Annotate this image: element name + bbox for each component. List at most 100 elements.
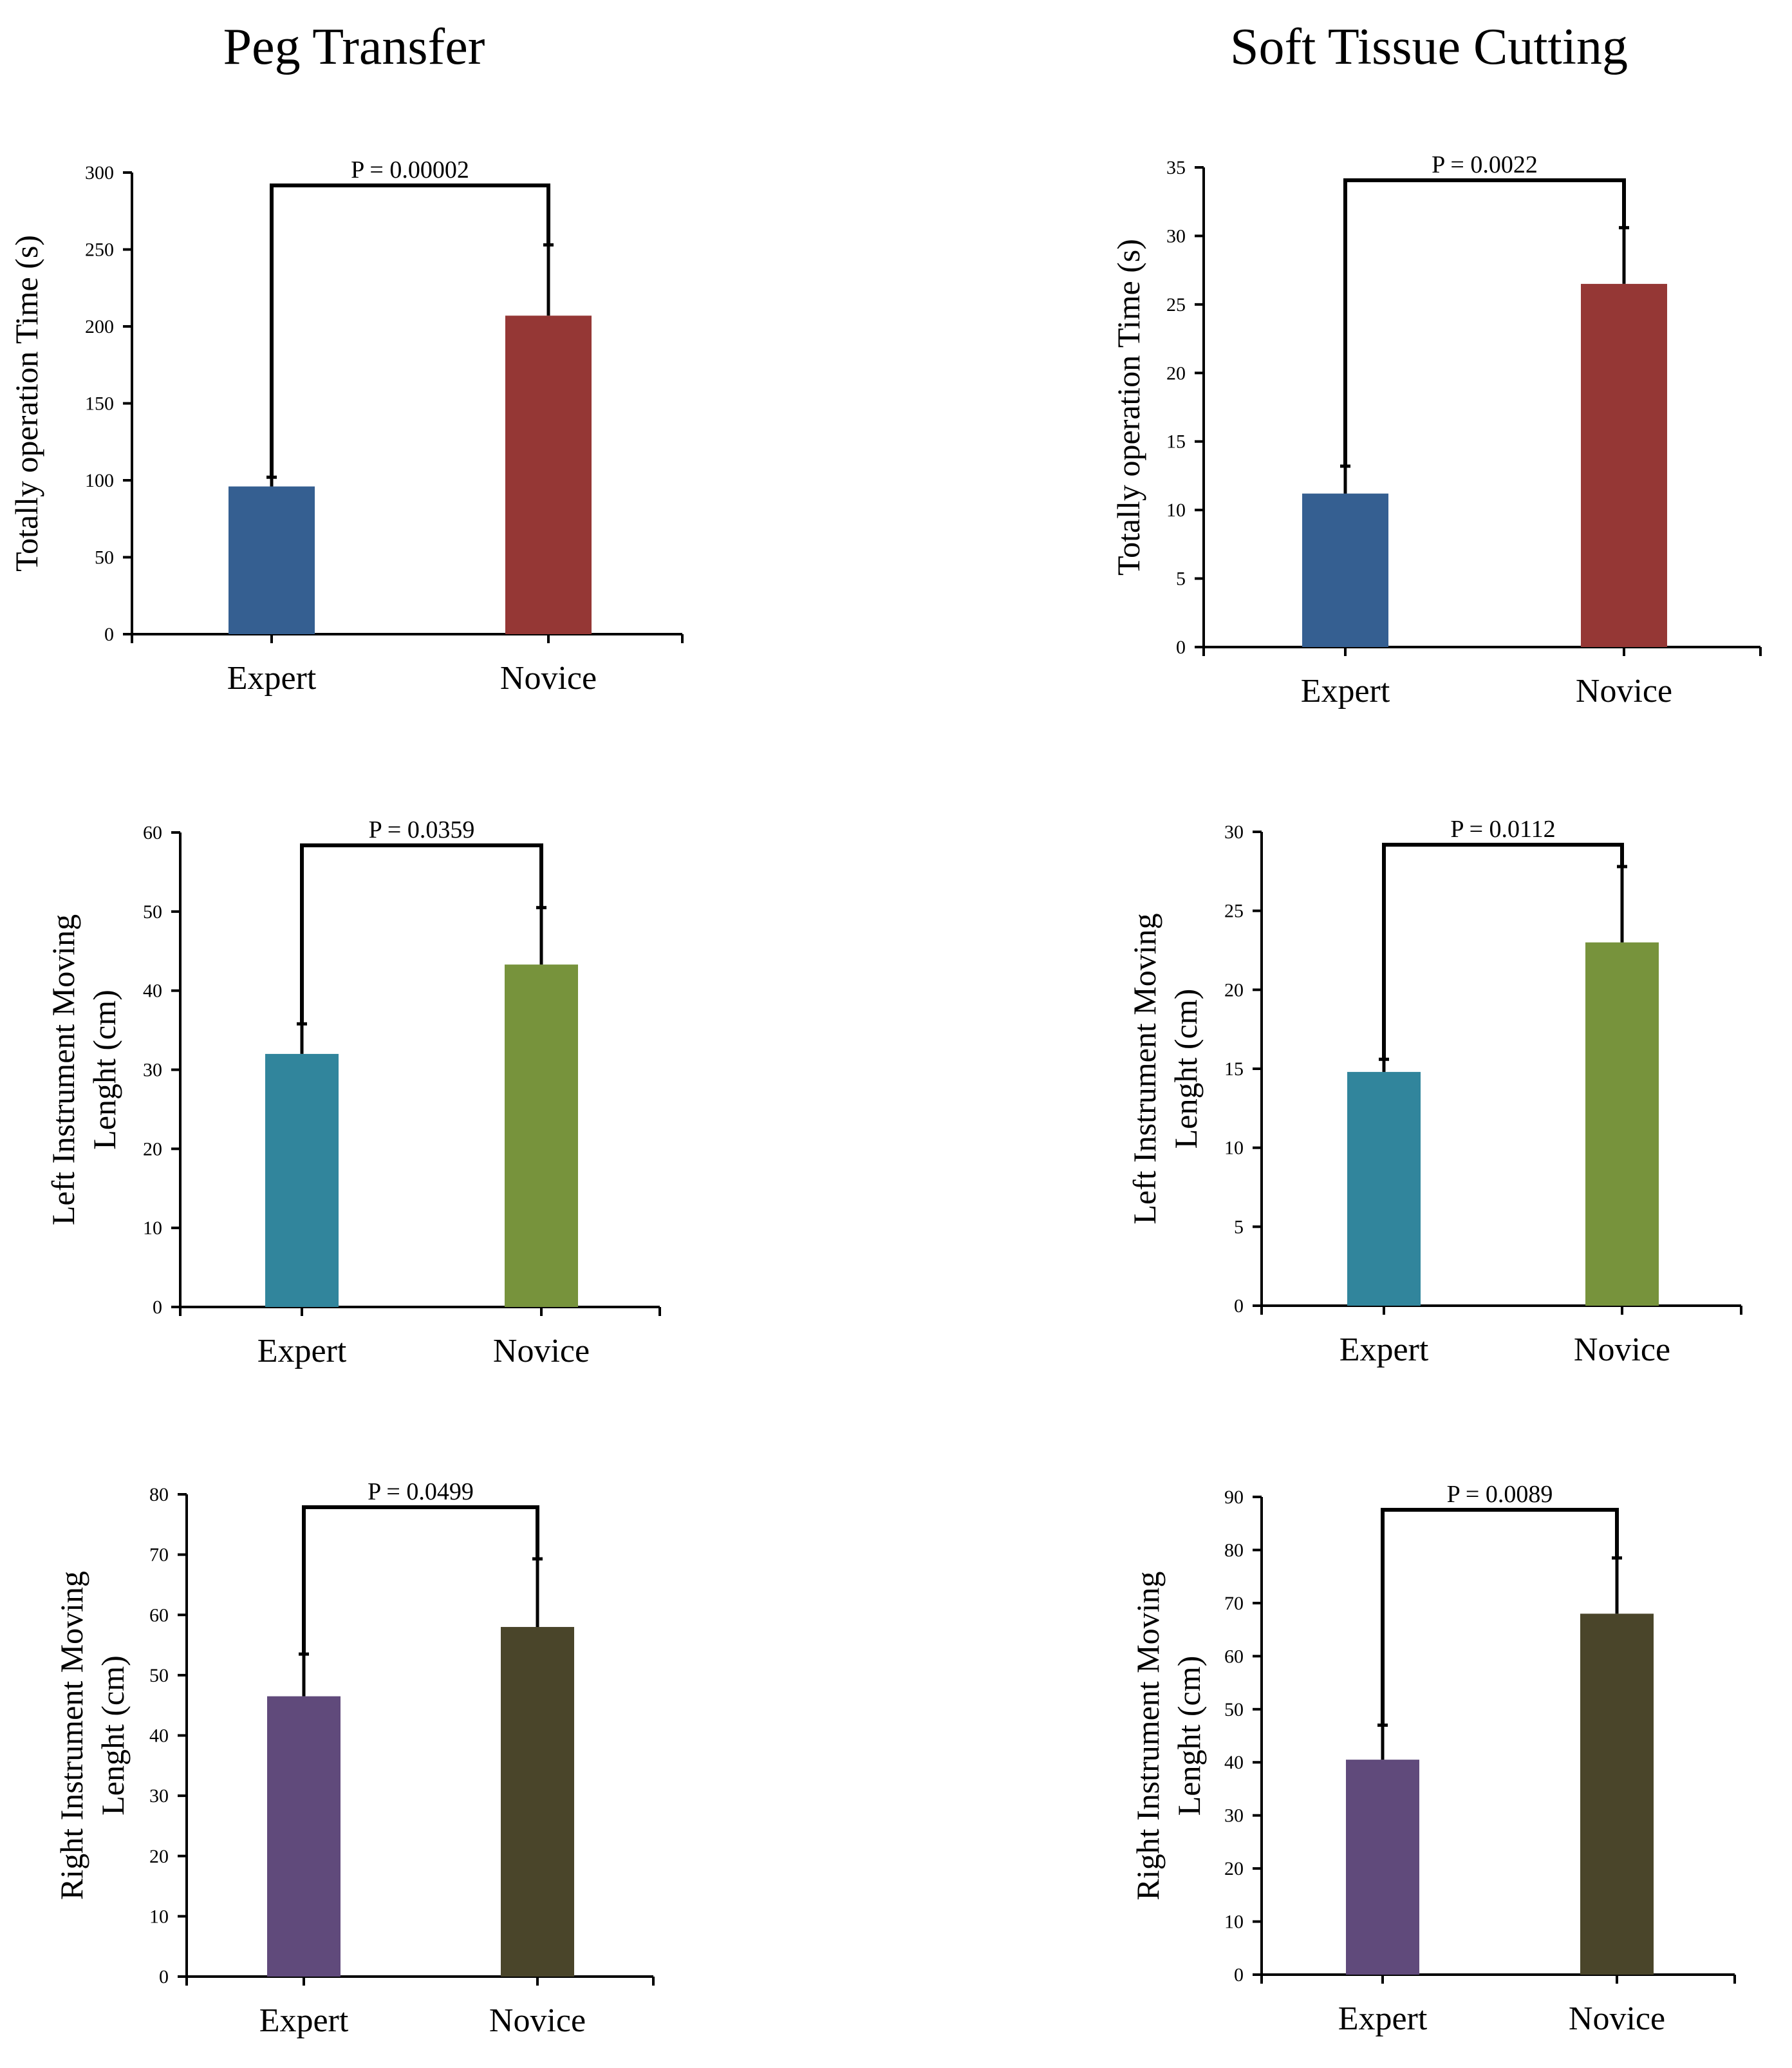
bar-novice — [505, 964, 578, 1307]
y-tick-label: 0 — [104, 624, 114, 645]
y-tick-label: 20 — [1224, 979, 1244, 1001]
y-axis-label: Left Instrument Moving — [1126, 913, 1162, 1224]
p-value-label: P = 0.0112 — [1450, 816, 1555, 843]
y-tick-label: 30 — [1224, 1805, 1244, 1827]
y-tick-label: 0 — [159, 1966, 169, 1988]
p-value-label: P = 0.00002 — [351, 156, 469, 183]
title-peg-transfer: Peg Transfer — [223, 19, 485, 75]
y-tick-label: 0 — [1234, 1295, 1244, 1317]
y-tick-label: 30 — [1224, 822, 1244, 843]
significance-bracket — [302, 1505, 539, 1655]
y-tick-label: 100 — [85, 470, 114, 491]
y-tick-label: 30 — [149, 1785, 169, 1807]
y-tick-label: 10 — [1224, 1138, 1244, 1159]
bar-expert — [229, 486, 315, 634]
y-tick-label: 50 — [1224, 1699, 1244, 1720]
y-tick-label: 60 — [1224, 1646, 1244, 1667]
bar-novice — [505, 315, 592, 634]
x-tick-label: Expert — [1339, 1331, 1429, 1368]
x-tick-label: Novice — [489, 2002, 586, 2039]
y-tick-label: 5 — [1234, 1216, 1244, 1237]
x-tick-label: Novice — [1569, 2000, 1665, 2037]
bar-novice — [1585, 942, 1659, 1306]
y-tick-label: 300 — [85, 162, 114, 183]
y-axis-label: Left Instrument Moving — [45, 914, 81, 1225]
y-tick-label: 0 — [1176, 637, 1186, 658]
p-value-label: P = 0.0022 — [1432, 151, 1538, 178]
bar-expert — [265, 1053, 339, 1307]
x-tick-label: Expert — [227, 660, 317, 697]
y-tick-label: 50 — [149, 1665, 169, 1686]
bar-expert — [1302, 493, 1388, 647]
y-tick-label: 10 — [149, 1906, 169, 1927]
y-tick-label: 0 — [153, 1297, 162, 1318]
y-tick-label: 60 — [149, 1604, 169, 1626]
x-tick-label: Expert — [1338, 2000, 1428, 2037]
y-tick-label: 200 — [85, 316, 114, 337]
y-tick-label: 20 — [149, 1846, 169, 1867]
y-tick-label: 25 — [1224, 901, 1244, 922]
y-tick-label: 70 — [1224, 1593, 1244, 1614]
significance-bracket — [300, 843, 543, 1024]
bar-novice — [1580, 1613, 1654, 1975]
y-tick-label: 250 — [85, 240, 114, 261]
y-tick-label: 150 — [85, 393, 114, 415]
y-tick-label: 15 — [1224, 1058, 1244, 1080]
y-tick-label: 10 — [1166, 500, 1186, 521]
title-soft-tissue-cutting: Soft Tissue Cutting — [1229, 19, 1628, 75]
significance-bracket — [1343, 178, 1626, 467]
y-axis-label: Totally operation Time (s) — [1110, 239, 1146, 576]
significance-bracket — [270, 183, 550, 478]
y-axis-label: Lenght (cm) — [86, 990, 122, 1150]
y-tick-label: 70 — [149, 1545, 169, 1566]
y-tick-label: 30 — [1166, 225, 1186, 247]
y-tick-label: 40 — [143, 981, 162, 1002]
y-tick-label: 20 — [143, 1138, 162, 1160]
y-tick-label: 60 — [143, 822, 162, 843]
p-value-label: P = 0.0359 — [369, 816, 475, 843]
x-tick-label: Novice — [493, 1333, 590, 1369]
y-axis-label: Lenght (cm) — [1168, 989, 1204, 1149]
y-tick-label: 90 — [1224, 1487, 1244, 1508]
bar-novice — [1581, 283, 1667, 647]
y-tick-label: 80 — [1224, 1539, 1244, 1561]
y-tick-label: 25 — [1166, 294, 1186, 315]
y-tick-label: 10 — [1224, 1912, 1244, 1933]
x-tick-label: Novice — [1576, 673, 1672, 710]
y-tick-label: 50 — [95, 547, 114, 569]
y-axis-label: Right Instrument Moving — [53, 1571, 89, 1900]
p-value-label: P = 0.0499 — [368, 1478, 474, 1505]
y-tick-label: 30 — [143, 1060, 162, 1081]
bar-expert — [267, 1696, 341, 1977]
y-axis-label: Right Instrument Moving — [1130, 1571, 1166, 1900]
y-axis-label: Lenght (cm) — [1171, 1656, 1207, 1816]
y-tick-label: 20 — [1166, 362, 1186, 384]
y-tick-label: 5 — [1176, 569, 1186, 590]
bar-expert — [1346, 1760, 1419, 1975]
y-tick-label: 20 — [1224, 1858, 1244, 1879]
bar-novice — [501, 1626, 574, 1977]
y-tick-label: 15 — [1166, 431, 1186, 453]
y-axis-label: Totally operation Time (s) — [8, 235, 44, 572]
x-tick-label: Novice — [500, 660, 597, 697]
y-tick-label: 50 — [143, 901, 162, 923]
significance-bracket — [1381, 1508, 1619, 1725]
bar-expert — [1347, 1071, 1421, 1306]
y-axis-label: Lenght (cm) — [95, 1655, 131, 1816]
y-tick-label: 80 — [149, 1484, 169, 1505]
significance-bracket — [1382, 843, 1624, 1060]
x-tick-label: Expert — [259, 2002, 349, 2039]
x-tick-label: Novice — [1574, 1331, 1670, 1368]
y-tick-label: 35 — [1166, 157, 1186, 178]
p-value-label: P = 0.0089 — [1447, 1481, 1553, 1508]
x-tick-label: Expert — [257, 1333, 347, 1369]
y-tick-label: 40 — [1224, 1752, 1244, 1773]
y-tick-label: 40 — [149, 1725, 169, 1747]
y-tick-label: 0 — [1234, 1964, 1244, 1986]
